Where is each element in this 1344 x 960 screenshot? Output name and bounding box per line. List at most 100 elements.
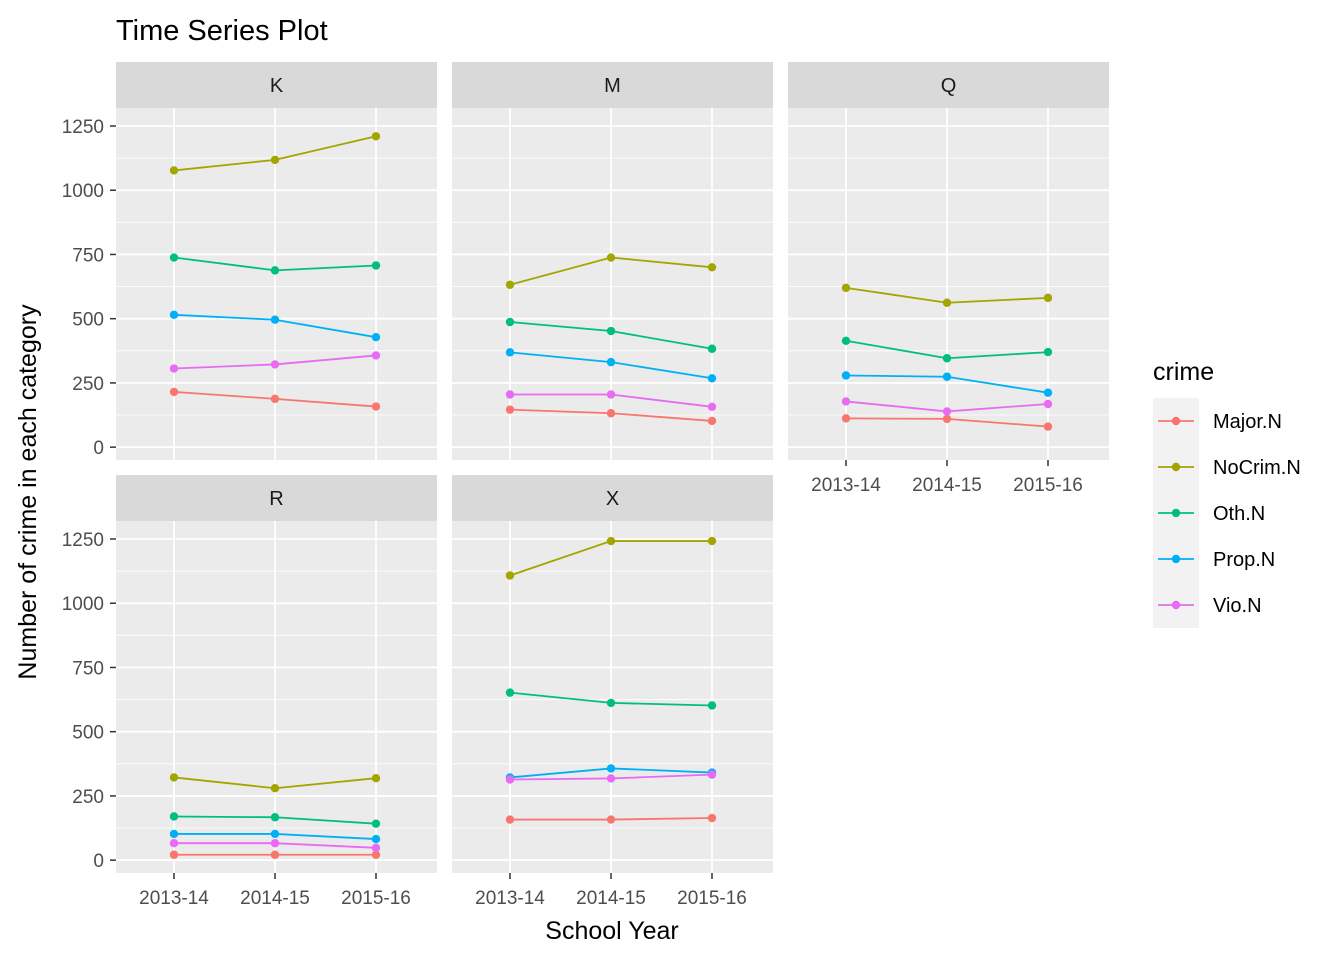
chart-title: Time Series Plot [116,15,328,47]
panel-background [452,521,773,873]
data-point [371,850,381,859]
data-point [371,843,381,853]
data-point [371,351,381,360]
strip-background [452,475,773,521]
strip-background [452,62,773,108]
y-tick-label: 750 [72,658,104,679]
data-point [942,414,952,424]
legend-point [1171,600,1181,610]
data-point [1043,347,1053,357]
data-point [841,371,851,380]
data-point [270,315,280,324]
y-tick-label: 1000 [62,594,104,615]
legend-item: Major.N [1153,398,1282,444]
strip-label: K [270,75,284,97]
panel-background [788,108,1109,460]
y-tick-label: 250 [72,374,104,395]
data-point [169,310,179,320]
legend-point [1171,416,1181,426]
legend-point [1171,508,1181,518]
data-point [707,263,717,272]
data-point [942,354,952,363]
legend-label: Oth.N [1213,503,1265,525]
data-point [270,784,280,793]
y-tick-label: 500 [72,310,104,331]
data-point [606,357,616,367]
data-point [270,266,280,275]
data-point [707,770,717,779]
y-tick-label: 0 [93,851,104,872]
x-axis-title: School Year [545,917,678,945]
data-point [606,764,616,773]
data-point [505,571,515,580]
y-tick-label: 500 [72,723,104,744]
data-point [942,372,952,381]
y-tick-label: 250 [72,787,104,808]
legend-item: Oth.N [1153,490,1265,536]
data-point [169,166,179,175]
data-point [169,812,179,821]
data-point [371,332,381,342]
data-point [169,773,179,782]
x-tick-label: 2015-16 [677,888,747,909]
data-point [371,261,381,270]
data-point [841,414,851,423]
legend-item: Prop.N [1153,536,1275,582]
data-point [942,298,952,307]
data-point [707,402,717,412]
data-point [169,850,179,859]
legend-label: NoCrim.N [1213,457,1301,479]
y-tick-label: 0 [93,438,104,459]
data-point [606,390,616,399]
data-point [841,283,851,293]
data-point [1043,388,1053,397]
y-tick-label: 1000 [62,181,104,202]
legend-title: crime [1153,358,1214,386]
data-point [707,344,717,353]
data-point [606,815,616,824]
data-point [606,253,616,262]
x-tick-label: 2014-15 [912,475,982,496]
data-point [371,402,381,411]
strip-background [788,62,1109,108]
data-point [371,773,381,783]
data-point [371,132,381,141]
data-point [505,688,515,697]
y-tick-label: 1250 [62,117,104,138]
facet-panel-x: X 2013-14 2014-15 2015-16 [452,475,773,909]
strip-label: R [269,488,283,510]
facet-panel-k: K 0 250 500 750 1000 1250 [62,62,437,460]
data-point [505,405,515,414]
data-point [1043,399,1053,409]
data-point [505,317,515,327]
x-tick-label: 2015-16 [341,888,411,909]
data-point [606,409,616,418]
facet-panel-q: Q 2013-14 2014-15 2015-16 [788,62,1109,496]
strip-label: X [606,488,619,510]
data-point [606,774,616,783]
y-axis-title: Number of crime in each category [14,304,42,680]
legend-point [1171,554,1181,564]
legend-item: Vio.N [1153,582,1262,628]
data-point [270,813,280,822]
data-point [942,407,952,416]
strip-label: M [604,75,621,97]
strip-background [116,62,437,108]
data-point [371,819,381,828]
x-tick-label: 2014-15 [576,888,646,909]
data-point [169,253,179,262]
legend: crime Major.N NoCrim.N Oth.N Prop.N Vio.N [1153,358,1301,628]
x-tick-label: 2014-15 [240,888,310,909]
facet-panels: K 0 250 500 750 1000 1250 M Q 2013-14 2014-15 2015-… [62,62,1109,909]
data-point [505,348,515,357]
data-point [505,815,515,824]
data-point [505,280,515,289]
x-tick-label: 2015-16 [1013,475,1083,496]
strip-background [116,475,437,521]
data-point [270,155,280,165]
data-point [1043,422,1053,431]
data-point [505,775,515,784]
legend-point [1171,462,1181,472]
data-point [270,850,280,859]
